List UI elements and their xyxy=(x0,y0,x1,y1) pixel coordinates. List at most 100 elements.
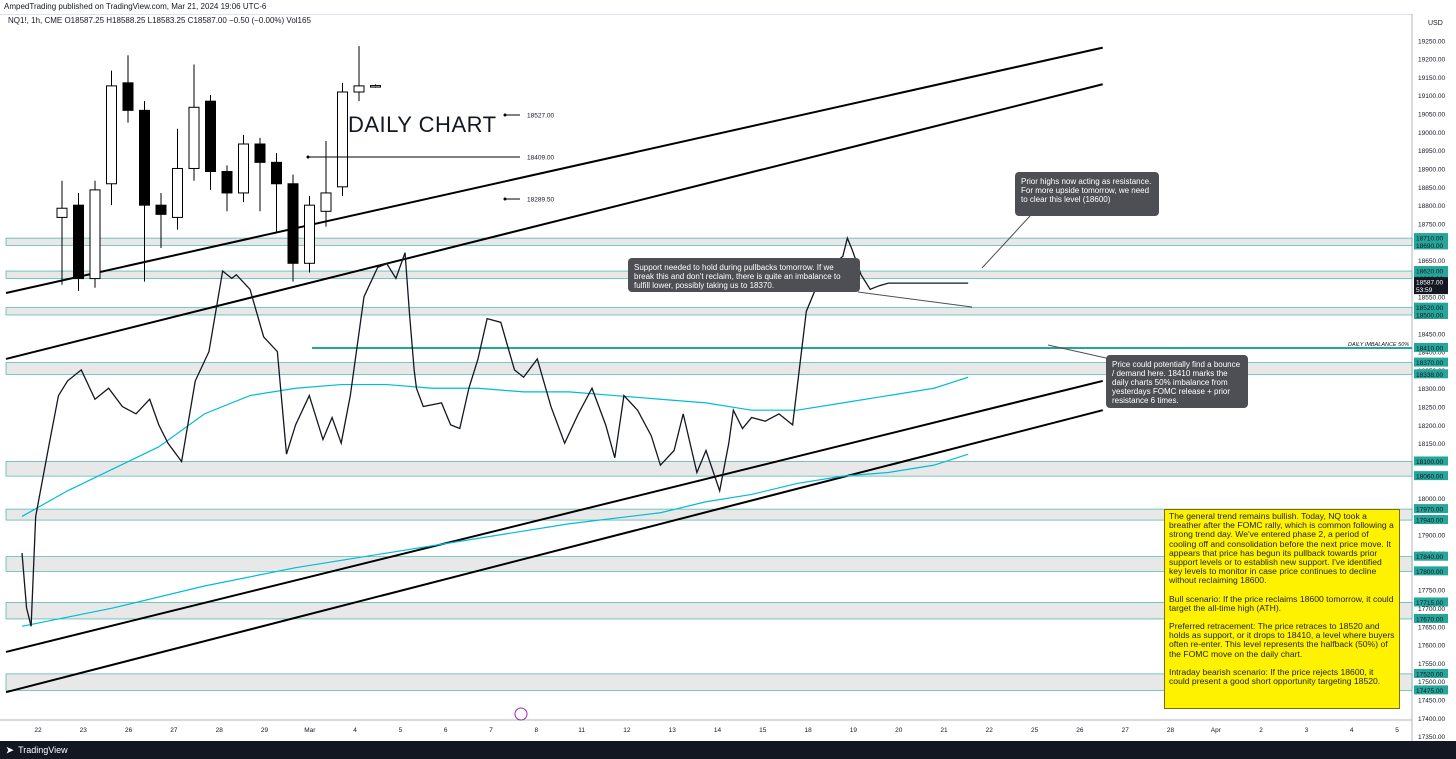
price-tick-label: 17650.00 xyxy=(1418,624,1445,631)
price-label-badge xyxy=(1414,309,1448,319)
price-tick-label: 18450.00 xyxy=(1418,331,1445,338)
time-tick-label: Mar xyxy=(304,727,316,734)
price-tick-label: 19000.00 xyxy=(1418,130,1445,137)
price-tick-label: 17600.00 xyxy=(1418,643,1445,650)
price-tick-label: 18250.00 xyxy=(1418,405,1445,412)
price-tick-label: 18550.00 xyxy=(1418,295,1445,302)
daily-candle-body xyxy=(89,189,101,280)
price-tick-label: 19200.00 xyxy=(1418,57,1445,64)
daily-candle-body xyxy=(221,171,233,194)
moving-average-line xyxy=(21,453,969,627)
price-tick-label: 17750.00 xyxy=(1418,588,1445,595)
daily-candle-body xyxy=(337,91,348,188)
time-tick-label: 7 xyxy=(489,727,493,734)
price-label-badge xyxy=(1414,471,1448,481)
daily-candle-body xyxy=(172,167,183,218)
resistance-annotation[interactable]: Prior highs now acting as resistance. Fo… xyxy=(1015,172,1159,216)
price-label-badge xyxy=(1414,597,1448,607)
price-label-text: 18520.00 xyxy=(1416,305,1443,312)
price-tick-label: 18400.00 xyxy=(1418,350,1445,357)
imbalance-pointer xyxy=(1047,344,1107,359)
currency-label: USD xyxy=(1428,20,1443,27)
time-tick-label: 29 xyxy=(261,727,269,734)
price-label-badge xyxy=(1414,266,1448,276)
price-label-text: 18338.00 xyxy=(1416,372,1443,379)
daily-candle-body xyxy=(271,161,282,185)
price-tick-label: 19150.00 xyxy=(1418,75,1445,82)
time-tick-label: 4 xyxy=(353,727,357,734)
time-tick-label: Apr xyxy=(1211,727,1222,734)
price-label-badge xyxy=(1414,551,1448,561)
tv-logo-icon[interactable]: ➤ xyxy=(6,745,14,755)
price-label-text: 18500.00 xyxy=(1416,312,1443,319)
time-tick-label: 28 xyxy=(216,727,224,734)
trend-channel-line xyxy=(5,46,1103,294)
price-label-badge xyxy=(1414,613,1448,623)
support-annotation[interactable]: Support needed to hold during pullbacks … xyxy=(628,258,860,292)
time-tick-label: 22 xyxy=(34,727,42,734)
support-zone xyxy=(5,307,1413,316)
time-tick-label: 27 xyxy=(1122,727,1130,734)
price-label-text: 18100.00 xyxy=(1416,459,1443,466)
price-label-text: 17520.00 xyxy=(1416,671,1443,678)
daily-candle-body xyxy=(139,109,150,206)
time-tick-label: 26 xyxy=(125,727,133,734)
time-tick-label: 8 xyxy=(534,727,538,734)
price-tick-label: 19100.00 xyxy=(1418,93,1445,100)
daily-candle-body xyxy=(287,183,299,264)
price-tick-label: 17700.00 xyxy=(1418,606,1445,613)
price-chart[interactable]: USD DAILY IMBALANCE 50% 19250.00 19200.00 19… xyxy=(0,14,1456,741)
daily-candle-body xyxy=(155,204,167,215)
time-tick-label: 23 xyxy=(80,727,88,734)
support-pointer xyxy=(857,291,973,308)
time-tick-label: 13 xyxy=(669,727,677,734)
support-zone xyxy=(5,673,1413,691)
price-label-badge xyxy=(1414,357,1448,367)
price-tick-label: 18950.00 xyxy=(1418,148,1445,155)
price-tick-label: 17500.00 xyxy=(1418,679,1445,686)
price-label-text: 18710.00 xyxy=(1416,236,1443,243)
support-zone xyxy=(5,602,1413,620)
daily-candle-body xyxy=(205,100,216,173)
price-label-badge xyxy=(1414,504,1448,514)
price-tick-label: 19250.00 xyxy=(1418,38,1445,45)
time-tick-label: 19 xyxy=(850,727,858,734)
brand-name[interactable]: TradingView xyxy=(18,745,68,755)
price-label-text: 17670.00 xyxy=(1416,616,1443,623)
price-label-badge xyxy=(1414,233,1448,243)
daily-candle-body xyxy=(353,85,365,93)
time-tick-label: 11 xyxy=(578,727,585,734)
current-price-text: 18587.00 xyxy=(1416,280,1443,287)
price-label-badge xyxy=(1414,456,1448,466)
price-label-text: 18620.00 xyxy=(1416,269,1443,276)
time-tick-label: 6 xyxy=(444,727,448,734)
time-tick-label: 15 xyxy=(759,727,767,734)
price-tick-label: 17400.00 xyxy=(1418,716,1445,723)
symbol-legend[interactable]: NQ1!, 1h, CME O18587.25 H18588.25 L18583… xyxy=(8,16,311,25)
price-tick-label: 17450.00 xyxy=(1418,698,1445,705)
price-label-text: 18690.00 xyxy=(1416,243,1443,250)
publish-text: AmpedTrading published on TradingView.co… xyxy=(4,2,267,11)
price-tick-label: 18300.00 xyxy=(1418,386,1445,393)
time-tick-label: 28 xyxy=(1167,727,1175,734)
analysis-note[interactable]: The general trend remains bullish. Today… xyxy=(1164,509,1400,709)
price-label-text: 17715.00 xyxy=(1416,600,1443,607)
time-tick-label: 5 xyxy=(399,727,403,734)
price-tick-label: 18800.00 xyxy=(1418,203,1445,210)
imbalance-annotation[interactable]: Price could potentially find a bounce / … xyxy=(1106,355,1248,408)
price-tick-label: 18900.00 xyxy=(1418,166,1445,173)
price-tick-label: 18650.00 xyxy=(1418,258,1445,265)
daily-candle-body xyxy=(188,106,200,169)
time-tick-label: 22 xyxy=(986,727,994,734)
price-label-text: 17970.00 xyxy=(1416,507,1443,514)
price-tick-label: 18750.00 xyxy=(1418,221,1445,228)
daily-level-dot xyxy=(503,197,507,201)
daily-candle-body xyxy=(254,143,266,163)
time-tick-label: 18 xyxy=(804,727,812,734)
daily-candle-body xyxy=(238,143,249,194)
daily-chart-title: DAILY CHART xyxy=(348,112,497,137)
daily-level-label: 18289.50 xyxy=(527,197,554,204)
trend-channel-line xyxy=(5,409,1103,694)
price-tick-label: 18200.00 xyxy=(1418,423,1445,430)
support-zone xyxy=(5,237,1413,246)
